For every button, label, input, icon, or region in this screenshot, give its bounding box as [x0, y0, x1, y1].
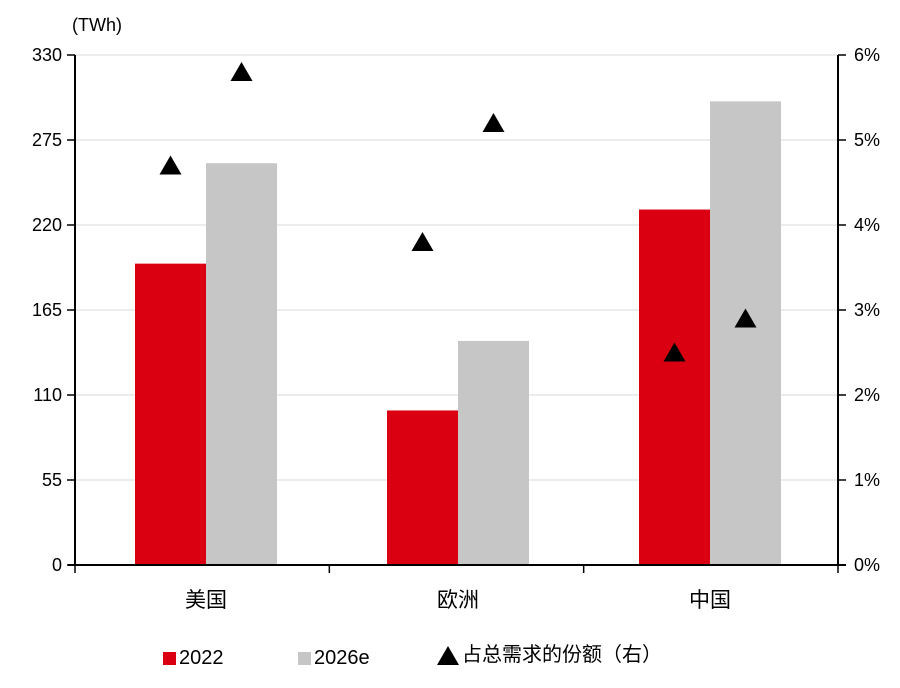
right-tick-label: 6% [854, 45, 880, 65]
bar-2026e-美国 [206, 163, 277, 565]
legend-item-2026e: 2026e [298, 648, 370, 668]
right-tick-label: 0% [854, 555, 880, 575]
left-tick-label: 110 [33, 385, 62, 405]
red-square-swatch-icon [163, 651, 176, 665]
share-marker-2022-中国 [663, 342, 686, 362]
gray-square-swatch-icon [298, 651, 311, 665]
left-tick-label: 0 [52, 555, 62, 575]
legend-label-2022: 2022 [179, 647, 224, 669]
left-tick-label: 220 [32, 215, 62, 235]
legend-label-share: 占总需求的份额（右） [462, 644, 662, 666]
bar-2022-美国 [135, 263, 206, 565]
right-tick-label: 1% [854, 470, 880, 490]
bar-2026e-欧洲 [458, 340, 529, 565]
right-tick-label: 5% [854, 130, 880, 150]
legend-item-2022: 2022 [163, 648, 224, 668]
share-marker-2026e-中国 [734, 308, 757, 328]
share-marker-2026e-美国 [230, 62, 253, 81]
left-tick-label: 165 [32, 300, 62, 320]
left-tick-label: 330 [32, 45, 62, 65]
legend-label-2026e: 2026e [314, 647, 370, 669]
bar-2022-中国 [639, 209, 710, 565]
black-triangle-swatch-icon [437, 645, 459, 665]
share-marker-2026e-欧洲 [482, 113, 505, 132]
category-label-美国: 美国 [185, 589, 227, 612]
left-tick-label: 55 [42, 470, 62, 490]
bar-2026e-中国 [710, 101, 781, 565]
category-label-中国: 中国 [689, 589, 731, 612]
right-tick-label: 2% [854, 385, 880, 405]
left-tick-label: 275 [32, 130, 62, 150]
category-label-欧洲: 欧洲 [437, 589, 479, 612]
share-marker-2022-美国 [159, 155, 182, 175]
legend-item-share: 占总需求的份额（右） [437, 645, 662, 665]
right-tick-label: 4% [854, 215, 880, 235]
dual-axis-bar-chart: 0 55 110 165 220 275 330 0% 1% 2% 3% 4% 5% 6% 美国 欧洲 中国 (T… [32, 15, 880, 612]
bar-2022-欧洲 [387, 410, 458, 565]
share-marker-2022-欧洲 [411, 232, 434, 251]
right-tick-label: 3% [854, 300, 880, 320]
left-axis-unit-label: (TWh) [72, 15, 122, 35]
